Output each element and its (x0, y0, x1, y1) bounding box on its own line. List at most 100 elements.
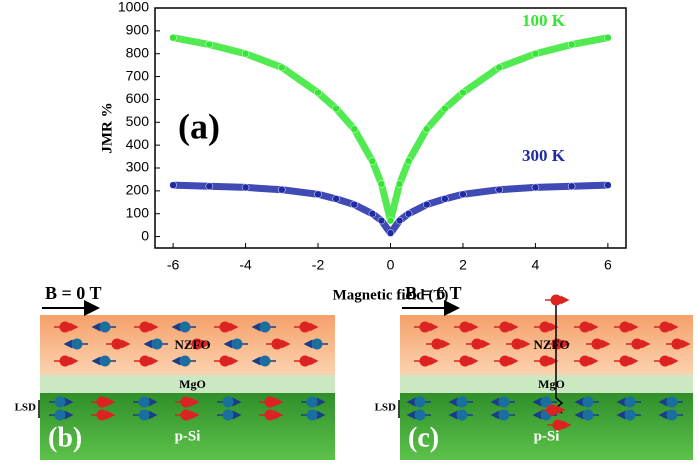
spin (539, 321, 551, 333)
spin (59, 355, 71, 367)
y-tick-label: 600 (126, 90, 150, 106)
y-tick-label: 500 (126, 113, 150, 129)
spin (299, 321, 311, 333)
data-point (459, 88, 467, 97)
data-point (278, 63, 286, 72)
spin (264, 396, 276, 408)
layer-label: NZFO (533, 337, 569, 352)
layer-label: p-Si (534, 428, 560, 444)
spin (54, 409, 66, 421)
spin (219, 355, 231, 367)
data-point (441, 104, 449, 113)
data-point (314, 190, 322, 199)
x-tick-label: 2 (459, 257, 467, 273)
lsd-label: LSD (15, 402, 36, 414)
spin (299, 355, 311, 367)
data-point (377, 180, 386, 188)
spin (666, 409, 678, 421)
data-point (278, 185, 286, 194)
spin (139, 355, 151, 367)
layer-label: MgO (179, 377, 206, 391)
spin (138, 409, 150, 421)
spin (96, 396, 108, 408)
spin (431, 338, 443, 350)
spin (579, 355, 591, 367)
layer-label: MgO (538, 377, 565, 391)
data-point (241, 183, 250, 192)
spin (582, 396, 594, 408)
data-point (314, 88, 322, 97)
spin (659, 355, 671, 367)
spin (311, 338, 323, 350)
data-point (350, 125, 359, 133)
data-point (241, 49, 250, 58)
data-point (350, 200, 359, 209)
spin (259, 355, 271, 367)
spin (459, 321, 471, 333)
spin (138, 396, 150, 408)
series-label: 100 K (522, 11, 566, 30)
data-point (531, 183, 540, 192)
spin (111, 338, 123, 350)
spin (59, 321, 71, 333)
data-point (169, 181, 177, 189)
spin (191, 338, 203, 350)
series-label: 300 K (522, 146, 566, 165)
spin (499, 321, 511, 333)
spin (222, 396, 234, 408)
data-point (422, 125, 431, 133)
data-point (495, 63, 503, 72)
spin (99, 321, 111, 333)
data-point (604, 33, 612, 42)
data-point (567, 182, 576, 191)
chart: 0 100 200 300 400 500 600 700 800 900 1000 -6 -4 -2 0 2… (99, 0, 627, 303)
lsd-label: LSD (375, 402, 396, 414)
data-point (205, 182, 214, 191)
panel-label: (a) (178, 106, 220, 146)
spin (582, 409, 594, 421)
data-point (567, 40, 576, 49)
data-point (368, 157, 377, 165)
x-axis-label: Magnetic field (T) (333, 287, 449, 303)
spin (631, 338, 643, 350)
panel-label: (b) (48, 422, 82, 453)
series-band (172, 34, 609, 225)
data-point (404, 209, 413, 218)
spin (306, 396, 318, 408)
spin (471, 338, 483, 350)
spin (151, 338, 163, 350)
data-point (604, 181, 612, 189)
schematics: B = 0 T NZFO MgO p-Si LSD (b) B = 6 T NZFO MgO p-… (15, 283, 693, 460)
data-point (386, 216, 395, 225)
spin (180, 396, 192, 408)
y-tick-label: 300 (126, 159, 150, 175)
data-point (386, 229, 395, 237)
data-point (495, 185, 503, 194)
y-tick-label: 800 (126, 44, 150, 60)
spin (96, 409, 108, 421)
spin (222, 409, 234, 421)
spin (54, 396, 66, 408)
data-point (404, 157, 413, 165)
y-tick-label: 400 (126, 136, 150, 152)
mgo-layer (40, 375, 335, 393)
spin (619, 321, 631, 333)
spin (419, 321, 431, 333)
spin (139, 321, 151, 333)
spin (179, 355, 191, 367)
spin (624, 396, 636, 408)
y-tick-label: 0 (141, 227, 149, 243)
spin (591, 338, 603, 350)
spin (499, 355, 511, 367)
spin (219, 321, 231, 333)
spin (459, 355, 471, 367)
spin (579, 321, 591, 333)
layer-label: NZFO (174, 337, 210, 352)
spin (540, 396, 552, 408)
spin (264, 409, 276, 421)
y-tick-label: 1000 (118, 0, 149, 15)
spin (619, 355, 631, 367)
data-point (377, 216, 386, 225)
spin (671, 338, 683, 350)
x-tick-label: 0 (387, 257, 395, 273)
